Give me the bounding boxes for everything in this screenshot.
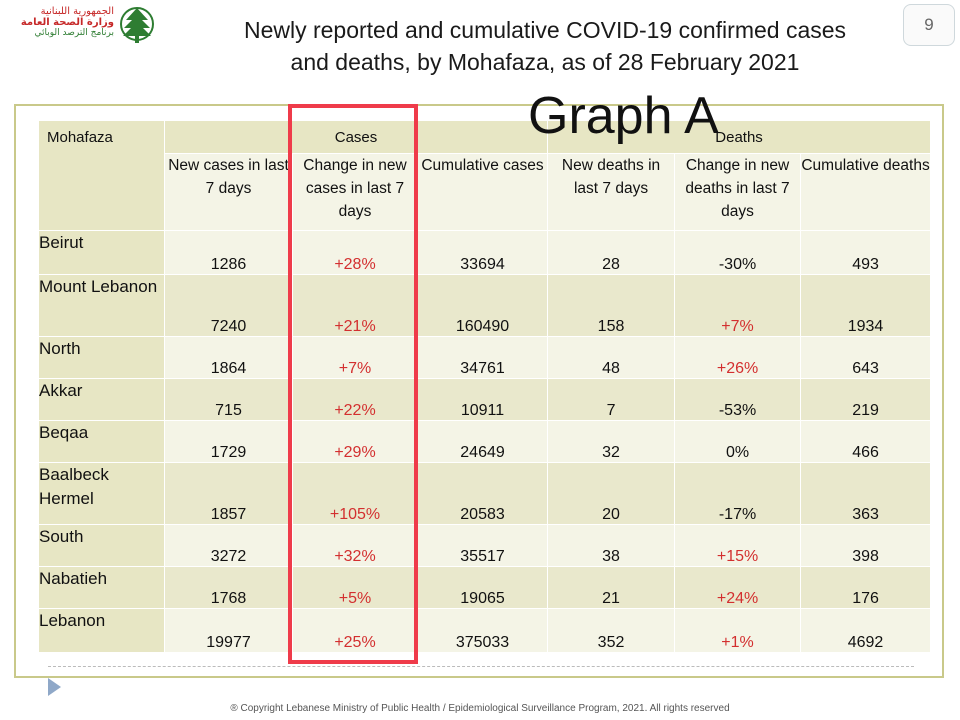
table-cell: 1768 (164, 566, 293, 609)
table-row: South 3272 +32% 35517 38 +15% 398 (38, 524, 932, 567)
table-cell: +5% (292, 566, 418, 609)
play-arrow-icon (48, 678, 61, 696)
table-cell: 34761 (416, 336, 549, 379)
table-cell: 1934 (800, 274, 932, 337)
table-cell: 466 (800, 420, 932, 463)
graph-a-label: Graph A (528, 87, 719, 145)
table-cell: 375033 (416, 608, 549, 653)
table-row: Nabatieh 1768 +5% 19065 21 +24% 176 (38, 566, 932, 609)
table-cell: 160490 (416, 274, 549, 337)
row-name: Beirut (38, 230, 165, 275)
logo-arabic-text: الجمهورية اللبنانية وزارة الصحة العامة ب… (10, 6, 114, 39)
table-cell: 493 (800, 230, 932, 275)
mohafaza-header: Mohafaza (38, 120, 165, 231)
table-cell: 33694 (416, 230, 549, 275)
table-cell: 7 (547, 378, 676, 421)
logo-line-3: برنامج الترصد الوبائي (34, 28, 114, 38)
table-cell: +22% (292, 378, 418, 421)
table-cell: 363 (800, 462, 932, 525)
row-name: North (38, 336, 165, 379)
ministry-logo: الجمهورية اللبنانية وزارة الصحة العامة ب… (10, 4, 160, 48)
col-header-change-cases: Change in new cases in last 7 days (292, 153, 418, 231)
title-line-2: and deaths, by Mohafaza, as of 28 Februa… (290, 49, 800, 75)
table-cell: 20 (547, 462, 676, 525)
table-cell: 20583 (416, 462, 549, 525)
table-cell: 176 (800, 566, 932, 609)
table-cell: 38 (547, 524, 676, 567)
table-cell: -17% (674, 462, 802, 525)
table-cell: +105% (292, 462, 418, 525)
table-cell: +29% (292, 420, 418, 463)
table-body: Beirut 1286 +28% 33694 28 -30% 493 Mount Lebano… (38, 230, 932, 653)
table-cell: +7% (292, 336, 418, 379)
table-cell: 10911 (416, 378, 549, 421)
table-cell: 1729 (164, 420, 293, 463)
table-row: Akkar 715 +22% 10911 7 -53% 219 (38, 378, 932, 421)
col-header-new-cases: New cases in last 7 days (164, 153, 293, 231)
table-cell: 398 (800, 524, 932, 567)
table-row: Beqaa 1729 +29% 24649 32 0% 466 (38, 420, 932, 463)
footer-divider (48, 666, 914, 667)
row-name: South (38, 524, 165, 567)
table-cell: 1857 (164, 462, 293, 525)
table-cell: +32% (292, 524, 418, 567)
table-cell: +15% (674, 524, 802, 567)
row-name: Beqaa (38, 420, 165, 463)
table-cell: 158 (547, 274, 676, 337)
table-cell: +24% (674, 566, 802, 609)
table-row: North 1864 +7% 34761 48 +26% 643 (38, 336, 932, 379)
title-line-1: Newly reported and cumulative COVID-19 c… (243, 17, 847, 43)
row-name: Lebanon (38, 608, 165, 653)
table-cell: 35517 (416, 524, 549, 567)
table-cell: 32 (547, 420, 676, 463)
row-name: Baalbeck Hermel (38, 462, 165, 525)
cases-group-header: Cases (163, 120, 549, 154)
table-cell: 352 (547, 608, 676, 653)
table-cell: 21 (547, 566, 676, 609)
logo-line-2: وزارة الصحة العامة (20, 17, 114, 28)
col-header-new-deaths: New deaths in last 7 days (547, 153, 676, 231)
covid-data-table: Mohafaza Cases Deaths New cases in last … (38, 120, 932, 653)
table-cell: -30% (674, 230, 802, 275)
table-row: Baalbeck Hermel 1857 +105% 20583 20 -17% 363 (38, 462, 932, 525)
table-cell: +25% (292, 608, 418, 653)
table-cell: 3272 (164, 524, 293, 567)
table-row: Mount Lebanon 7240 +21% 160490 158 +7% 1934 (38, 274, 932, 337)
table-cell: +7% (674, 274, 802, 337)
col-header-cumulative-cases: Cumulative cases (416, 153, 549, 231)
page-number: 9 (903, 4, 955, 46)
table-cell: 643 (800, 336, 932, 379)
table-cell: 219 (800, 378, 932, 421)
cedar-tree-icon (120, 7, 154, 43)
row-name: Nabatieh (38, 566, 165, 609)
table-cell: 1286 (164, 230, 293, 275)
table-cell: +1% (674, 608, 802, 653)
row-name: Mount Lebanon (38, 274, 165, 337)
table-cell: 715 (164, 378, 293, 421)
table-cell: 4692 (800, 608, 932, 653)
col-header-change-deaths: Change in new deaths in last 7 days (674, 153, 802, 231)
table-cell: 19977 (164, 608, 293, 653)
table-cell: 1864 (164, 336, 293, 379)
table-cell: 48 (547, 336, 676, 379)
table-cell: 28 (547, 230, 676, 275)
table-cell: +26% (674, 336, 802, 379)
row-name: Akkar (38, 378, 165, 421)
page-title: Newly reported and cumulative COVID-19 c… (200, 14, 890, 78)
table-row: Beirut 1286 +28% 33694 28 -30% 493 (38, 230, 932, 275)
table-cell: 24649 (416, 420, 549, 463)
highlight-box (288, 104, 418, 664)
table-cell: 7240 (164, 274, 293, 337)
col-header-cumulative-deaths: Cumulative deaths (800, 153, 932, 231)
table-cell: 0% (674, 420, 802, 463)
table-row: Lebanon 19977 +25% 375033 352 +1% 4692 (38, 608, 932, 653)
logo-line-1: الجمهورية اللبنانية (40, 6, 114, 17)
copyright-footer: ® Copyright Lebanese Ministry of Public … (230, 703, 730, 714)
table-cell: 19065 (416, 566, 549, 609)
table-frame (14, 104, 944, 678)
table-cell: -53% (674, 378, 802, 421)
